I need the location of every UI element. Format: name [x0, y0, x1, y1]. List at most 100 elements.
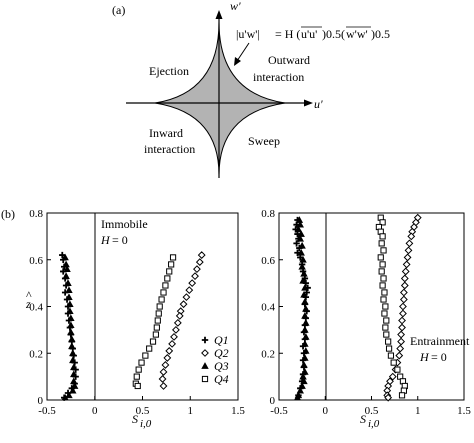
data-point-q3 [67, 314, 75, 322]
data-point-q2 [398, 323, 406, 332]
condition-val: = 0 [112, 233, 128, 247]
data-point-q3 [299, 255, 307, 263]
data-point-q3 [64, 279, 72, 286]
data-point-q4 [146, 345, 153, 352]
legend-marker-q2 [201, 349, 209, 357]
legend-label-q3: Q3 [214, 359, 229, 373]
data-point-q4 [135, 366, 142, 373]
y-tick-label: 0.8 [261, 208, 275, 220]
data-point-q3 [298, 382, 306, 389]
data-point-q3 [296, 220, 304, 228]
data-point-q2 [191, 272, 199, 281]
y-tick-label: 0 [270, 395, 276, 407]
formula-ww: w'w' [346, 27, 368, 41]
data-point-q4 [138, 359, 145, 366]
data-point-q4 [385, 338, 392, 345]
y-tick-label: 0.4 [261, 302, 275, 314]
data-point-q1 [293, 240, 300, 247]
panel-b-label: (b) [1, 207, 15, 221]
legend-marker-q4 [201, 375, 209, 383]
data-point-q4 [394, 366, 401, 373]
data-point-q4 [168, 261, 175, 268]
data-point-q3 [293, 393, 302, 401]
data-point-q4 [142, 352, 149, 359]
u-axis-label: u' [314, 97, 323, 111]
data-point-q4 [162, 282, 169, 289]
data-point-q4 [154, 317, 161, 324]
data-point-q4 [387, 352, 395, 359]
data-point-q2 [400, 281, 409, 290]
data-point-q2 [407, 232, 416, 241]
data-point-q4 [149, 338, 157, 345]
data-point-q3 [298, 262, 306, 270]
data-point-q2 [402, 260, 411, 269]
data-point-q3 [298, 241, 306, 249]
quadrant-outward-line1: Outward [268, 53, 310, 67]
data-point-q3 [301, 312, 309, 319]
data-point-q2 [159, 368, 168, 376]
data-point-q3 [301, 354, 309, 361]
data-point-q2 [404, 246, 413, 255]
data-point-q3 [66, 307, 74, 315]
data-point-q4 [378, 240, 385, 247]
quadrant-inward-line2: interaction [144, 142, 195, 156]
data-point-q2 [397, 330, 406, 339]
data-point-q3 [66, 300, 74, 308]
data-point-q2 [159, 382, 168, 390]
data-point-q2 [161, 361, 170, 369]
x-tick-label: 1 [415, 405, 421, 417]
ticks: -0.5 0 0.5 1 1.500.20.40.60.8 [29, 208, 245, 417]
data-point-q3 [299, 276, 307, 284]
formula-pointer [236, 42, 250, 62]
x-tick-label: 1 [188, 405, 194, 417]
data-point-q3 [69, 386, 77, 394]
legend-marker-q3 [201, 362, 209, 369]
data-point-q4 [379, 261, 386, 268]
data-point-q4 [377, 254, 384, 261]
data-point-q3 [70, 377, 78, 385]
data-point-q2 [188, 279, 197, 288]
data-point-q3 [300, 269, 308, 277]
data-point-q2 [195, 258, 204, 266]
data-point-q4 [155, 310, 162, 317]
x-tick-label: 0 [323, 405, 329, 417]
y-axis-hat: ^ [26, 288, 32, 302]
x-axis-label: S [360, 412, 366, 426]
data-point-q2 [193, 265, 201, 274]
data-point-q4 [381, 289, 388, 296]
legend-marker-q1 [201, 336, 209, 344]
data-point-q3 [70, 363, 78, 371]
ticks: -0.5 0 0.5 1 1.500.20.40.60.8 [261, 208, 471, 417]
data-point-q4 [380, 247, 387, 254]
quadrant-sweep: Sweep [248, 134, 280, 148]
data-point-q4 [379, 282, 386, 289]
data-point-q4 [158, 296, 165, 303]
panel-title: Immobile [101, 217, 148, 231]
data-point-q3 [69, 349, 77, 357]
data-point-q3 [62, 260, 70, 268]
data-point-q4 [379, 233, 386, 240]
x-tick-label: -0.5 [38, 405, 56, 417]
data-point-q2 [170, 332, 178, 341]
data-point-q2 [395, 351, 404, 360]
data-point-q2 [173, 318, 182, 327]
condition-val: = 0 [431, 350, 447, 364]
data-point-q3 [296, 234, 304, 242]
legend-label-q4: Q4 [214, 372, 229, 386]
data-point-q3 [301, 340, 309, 347]
x-tick-label: -0.5 [270, 405, 288, 417]
formula-pointer-head [234, 57, 241, 66]
data-point-q3 [65, 391, 73, 399]
data-point-q3 [70, 382, 79, 389]
data-point-q3 [65, 286, 73, 293]
data-point-q2 [182, 293, 191, 302]
data-point-q4 [380, 296, 387, 303]
condition-var: H [419, 350, 430, 364]
panel-a: (a) w' u' |u'w'| = H ( u'u' )0.5( w'w' )… [112, 0, 390, 178]
x-tick-label: 0.5 [136, 405, 150, 417]
data-point-q2 [158, 375, 167, 383]
data-point-q4 [169, 254, 177, 261]
y-tick-label: 0.2 [29, 348, 43, 360]
data-point-q4 [383, 317, 390, 324]
